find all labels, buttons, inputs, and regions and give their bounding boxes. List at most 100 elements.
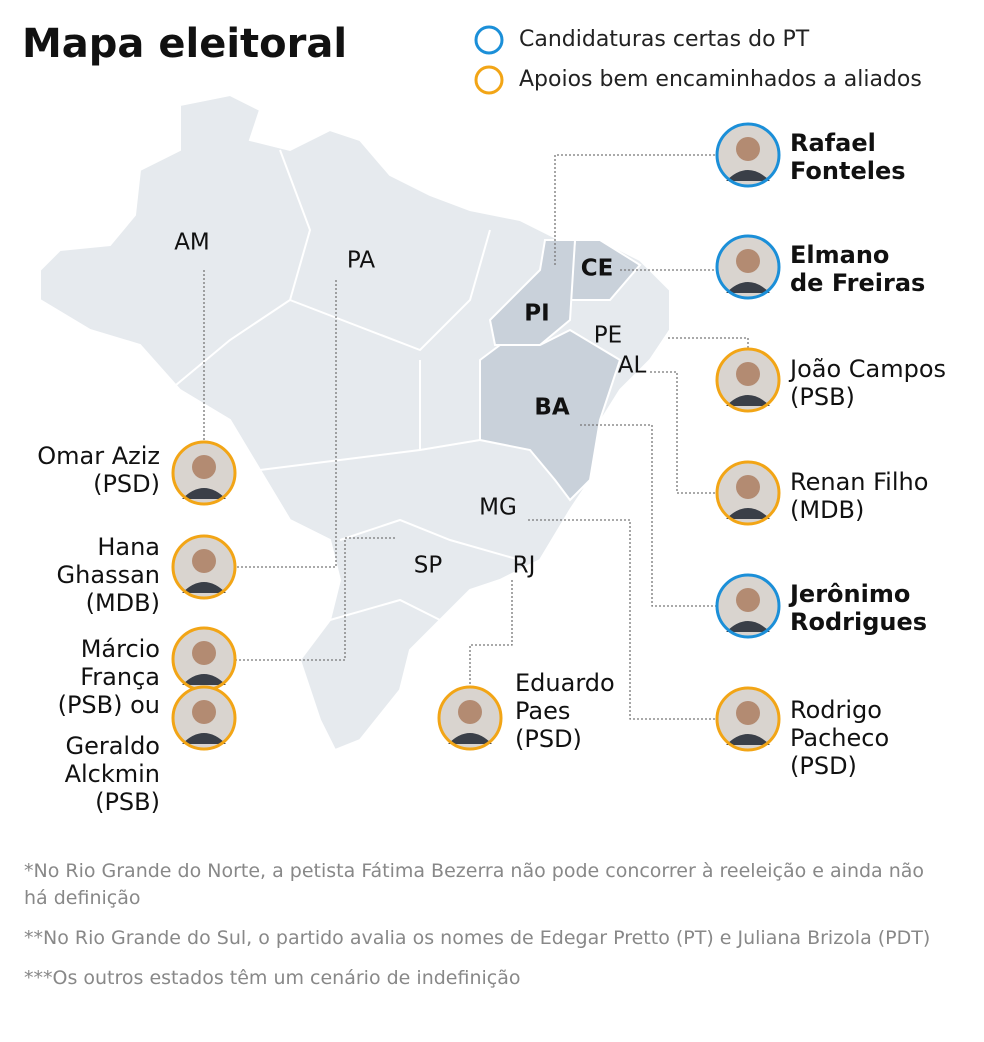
candidate-name: (MDB)	[790, 496, 864, 524]
state-label: PI	[524, 301, 549, 327]
state-border	[329, 598, 441, 621]
candidate: João Campos(PSB)	[715, 347, 946, 413]
state-label: AL	[618, 353, 647, 379]
leader-line	[469, 580, 513, 687]
candidate-name: França	[80, 663, 160, 691]
photo-ring	[715, 686, 781, 752]
legend-marker	[474, 25, 504, 55]
photo-body	[182, 733, 226, 744]
state-border	[339, 518, 521, 561]
legend-label: Apoios bem encaminhados a aliados	[519, 67, 922, 92]
photo-body	[448, 733, 492, 744]
photo-body	[182, 674, 226, 685]
candidate-name: (PSB)	[790, 383, 855, 411]
legend-label: Candidaturas certas do PT	[519, 27, 810, 52]
candidate-name: Paes	[515, 697, 570, 725]
leader-line	[668, 337, 749, 349]
candidate-name: Omar Aziz	[37, 442, 160, 470]
candidate-name: Rodrigo	[790, 696, 882, 724]
photo-head	[736, 137, 760, 161]
photo-ring	[171, 685, 237, 751]
leader-line	[650, 371, 716, 494]
leader-lines	[203, 154, 749, 720]
candidate-name: Rafael	[790, 129, 876, 157]
state-label: SP	[414, 553, 443, 579]
photo-body	[182, 488, 226, 499]
footnote: ***Os outros estados têm um cenário de i…	[24, 967, 521, 989]
state-highlight	[479, 328, 622, 502]
photo-ring	[171, 440, 237, 506]
photo-head	[736, 701, 760, 725]
candidate-name: (PSD)	[515, 725, 582, 753]
photo-head	[192, 455, 216, 479]
leader-line	[236, 537, 395, 661]
photo-head	[192, 641, 216, 665]
candidate-name: (PSD)	[93, 470, 160, 498]
photo-body	[726, 734, 770, 745]
state-label: PE	[594, 323, 622, 349]
candidate-name: (PSB) ou	[58, 691, 160, 719]
state-border	[259, 439, 481, 471]
candidate-name: Márcio	[81, 635, 160, 663]
photo-ring	[715, 347, 781, 413]
state-label: CE	[581, 256, 614, 282]
candidate-name: Rodrigues	[790, 608, 927, 636]
legend-marker	[474, 65, 504, 95]
candidate-name: Alckmin	[65, 760, 160, 788]
leader-line	[236, 280, 337, 568]
photo-ring	[171, 534, 237, 600]
photo-head	[458, 700, 482, 724]
state-label: PA	[347, 248, 375, 274]
title: Mapa eleitoral	[22, 21, 347, 67]
state-label: MG	[479, 495, 517, 521]
photo-ring	[715, 460, 781, 526]
photo-body	[726, 170, 770, 181]
candidate-name: Ghassan	[57, 561, 160, 589]
country-shape	[39, 93, 671, 752]
candidate-name: Elmano	[790, 241, 889, 269]
leader-line	[580, 424, 716, 607]
footnote: **No Rio Grande do Sul, o partido avalia…	[24, 927, 931, 949]
photo-head	[736, 249, 760, 273]
candidate-name: Hana	[97, 533, 160, 561]
candidate-name: (PSB)	[95, 788, 160, 816]
candidate-name: (PSD)	[790, 752, 857, 780]
photo-body	[726, 621, 770, 632]
photo-ring	[715, 122, 781, 188]
candidate-name: João Campos	[788, 355, 946, 383]
candidate-name: (MDB)	[86, 589, 160, 617]
photo-body	[726, 395, 770, 406]
photo-ring	[715, 234, 781, 300]
photo-ring	[437, 685, 503, 751]
footnotes: *No Rio Grande do Norte, a petista Fátim…	[24, 858, 944, 1005]
candidate-name: Fonteles	[790, 157, 906, 185]
photo-head	[192, 700, 216, 724]
photo-head	[736, 588, 760, 612]
photo-head	[736, 362, 760, 386]
candidate-name: Renan Filho	[790, 468, 928, 496]
state-border	[289, 229, 491, 352]
candidate: Renan Filho(MDB)	[715, 460, 928, 526]
candidate-name: Geraldo	[65, 732, 160, 760]
photo-body	[182, 582, 226, 593]
photo-body	[726, 508, 770, 519]
map	[39, 93, 671, 752]
candidate: Omar Aziz(PSD)	[37, 440, 237, 506]
leader-line	[528, 519, 716, 720]
photo-head	[192, 549, 216, 573]
candidate-name: Eduardo	[515, 669, 615, 697]
state-label: BA	[534, 395, 570, 421]
candidate-name: Jerônimo	[788, 580, 910, 608]
state-label: RJ	[513, 553, 536, 579]
photo-head	[736, 475, 760, 499]
photo-body	[726, 282, 770, 293]
